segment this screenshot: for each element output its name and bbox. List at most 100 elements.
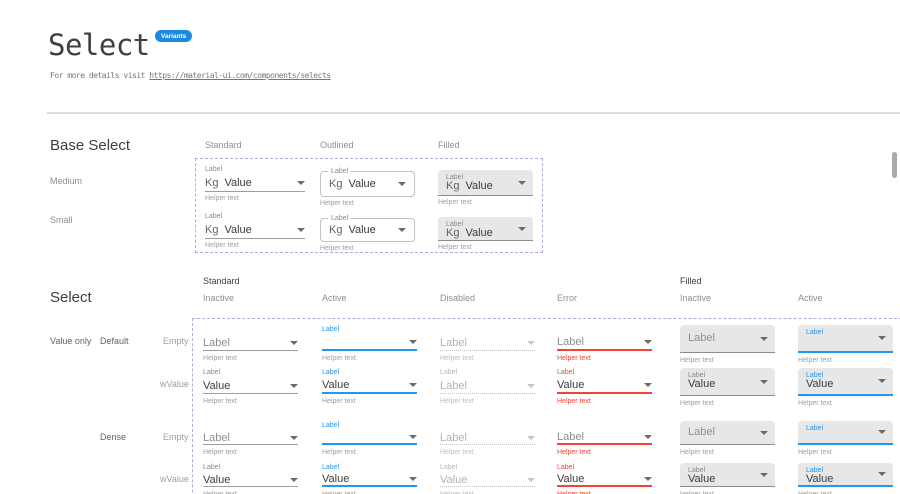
group-header: Filled [680,276,702,286]
select-label [557,325,652,335]
select-standard-inactive-dense-wvalue: Label Value Helper text [203,463,298,494]
select-label [203,325,298,335]
select-field[interactable]: Value [557,473,652,487]
select-label [557,421,652,431]
select-standard-error-default-wvalue: Label Value Helper text [557,368,652,406]
dropdown-arrow-icon [878,379,886,383]
select-label: Label [806,329,824,336]
docs-link[interactable]: https://material-ui.com/components/selec… [149,71,331,80]
select-field[interactable]: Kg Value [205,222,305,239]
select-filled-inactive-default-empty: Label Helper text [680,325,775,365]
select-field[interactable]: Label Value [680,368,775,396]
dropdown-arrow-icon [644,340,652,344]
select-field[interactable]: Label [440,431,535,445]
select-field[interactable]: Label Value [680,463,775,487]
base-select-standard-medium: Label Kg Value Helper text [205,165,305,203]
select-field[interactable]: Label Value [798,463,893,487]
select-field[interactable]: Label Kg Value [438,217,533,241]
select-adornment: Kg [329,178,343,190]
dropdown-arrow-icon [518,226,526,231]
select-field[interactable]: Value [557,378,652,394]
select-value: Label [440,431,467,444]
select-field[interactable]: Label [557,335,652,351]
select-label [440,421,535,431]
helper-text: Helper text [205,195,239,202]
dropdown-arrow-icon [760,336,768,341]
select-value: Label [557,431,584,443]
select-field[interactable]: Value [203,473,298,487]
helper-text: Helper text [322,398,356,405]
select-field[interactable]: Value [203,378,298,394]
select-value: Value [203,473,231,486]
select-field[interactable]: Label Kg Value [438,170,533,196]
select-field[interactable]: Label [680,325,775,353]
dropdown-arrow-icon [409,383,417,387]
select-field[interactable]: Value [322,473,417,487]
helper-text: Helper text [440,491,535,494]
select-value: Value [440,473,468,486]
dropdown-arrow-icon [644,435,652,439]
row-label: Medium [50,176,83,186]
base-select-filled-medium: Label Kg Value Helper text [438,165,533,207]
helper-text: Helper text [557,355,591,362]
select-field[interactable]: Label [798,421,893,445]
dropdown-arrow-icon [297,228,305,232]
row-group-label: Value only [50,336,92,346]
select-field[interactable]: Label [203,431,298,445]
select-field[interactable]: Label Kg Value [320,214,415,242]
select-value: Value [203,379,231,392]
dropdown-arrow-icon [290,340,298,345]
select-value: Value [322,379,350,391]
select-filled-active-default-empty: Label Helper text [798,325,893,365]
dropdown-arrow-icon [760,472,768,477]
select-field[interactable] [322,431,417,445]
dropdown-arrow-icon [760,379,768,384]
section-label: Default [100,336,129,346]
row-label: Empty [163,336,189,346]
select-value: Label [203,336,230,349]
select-field[interactable]: Label [203,335,298,351]
select-field[interactable]: Label Value [798,368,893,396]
select-field[interactable]: Label [798,325,893,353]
helper-text: Helper text [203,398,237,405]
select-value: Label [203,431,230,444]
select-field[interactable]: Kg Value [205,175,305,192]
select-field[interactable]: Value [322,378,417,394]
helper-text: Helper text [440,449,474,456]
select-field[interactable]: Label [680,421,775,445]
select-label: Label [688,372,706,379]
helper-text: Helper text [798,400,832,407]
select-value: Kg Value [438,227,533,239]
select-field[interactable] [322,335,417,351]
helper-text: Helper text [680,357,714,364]
select-label: Label [328,167,352,176]
helper-text: Helper text [203,491,298,494]
row-label: wValue [160,474,189,484]
select-heading: Select [50,289,92,306]
select-label: Label [440,369,458,376]
scrollbar-thumb[interactable] [892,152,897,178]
select-standard-inactive-dense-empty: Label Helper text [203,421,298,457]
select-value: Value [688,378,716,390]
select-field[interactable]: Label [440,378,535,394]
select-field[interactable]: Label [557,431,652,445]
select-field[interactable]: Label [440,335,535,351]
dropdown-arrow-icon [527,477,535,482]
variants-badge: Variants [155,30,193,42]
helper-text: Helper text [440,398,474,405]
select-value: Value [224,224,252,236]
row-label: Small [50,215,73,225]
select-standard-error-dense-empty: Label Helper text [557,421,652,457]
helper-text: Helper text [798,449,832,456]
select-label: Label [322,464,340,471]
column-header: Outlined [320,140,354,150]
select-filled-active-dense-empty: Label Helper text [798,421,893,457]
select-label: Label [688,467,706,474]
select-value: Label [688,426,715,438]
dropdown-arrow-icon [644,383,652,387]
select-field[interactable]: Value [440,473,535,487]
select-standard-disabled-default-wvalue: Label Label Helper text [440,368,535,406]
select-label: Label [322,369,340,376]
select-field[interactable]: Label Kg Value [320,167,415,197]
